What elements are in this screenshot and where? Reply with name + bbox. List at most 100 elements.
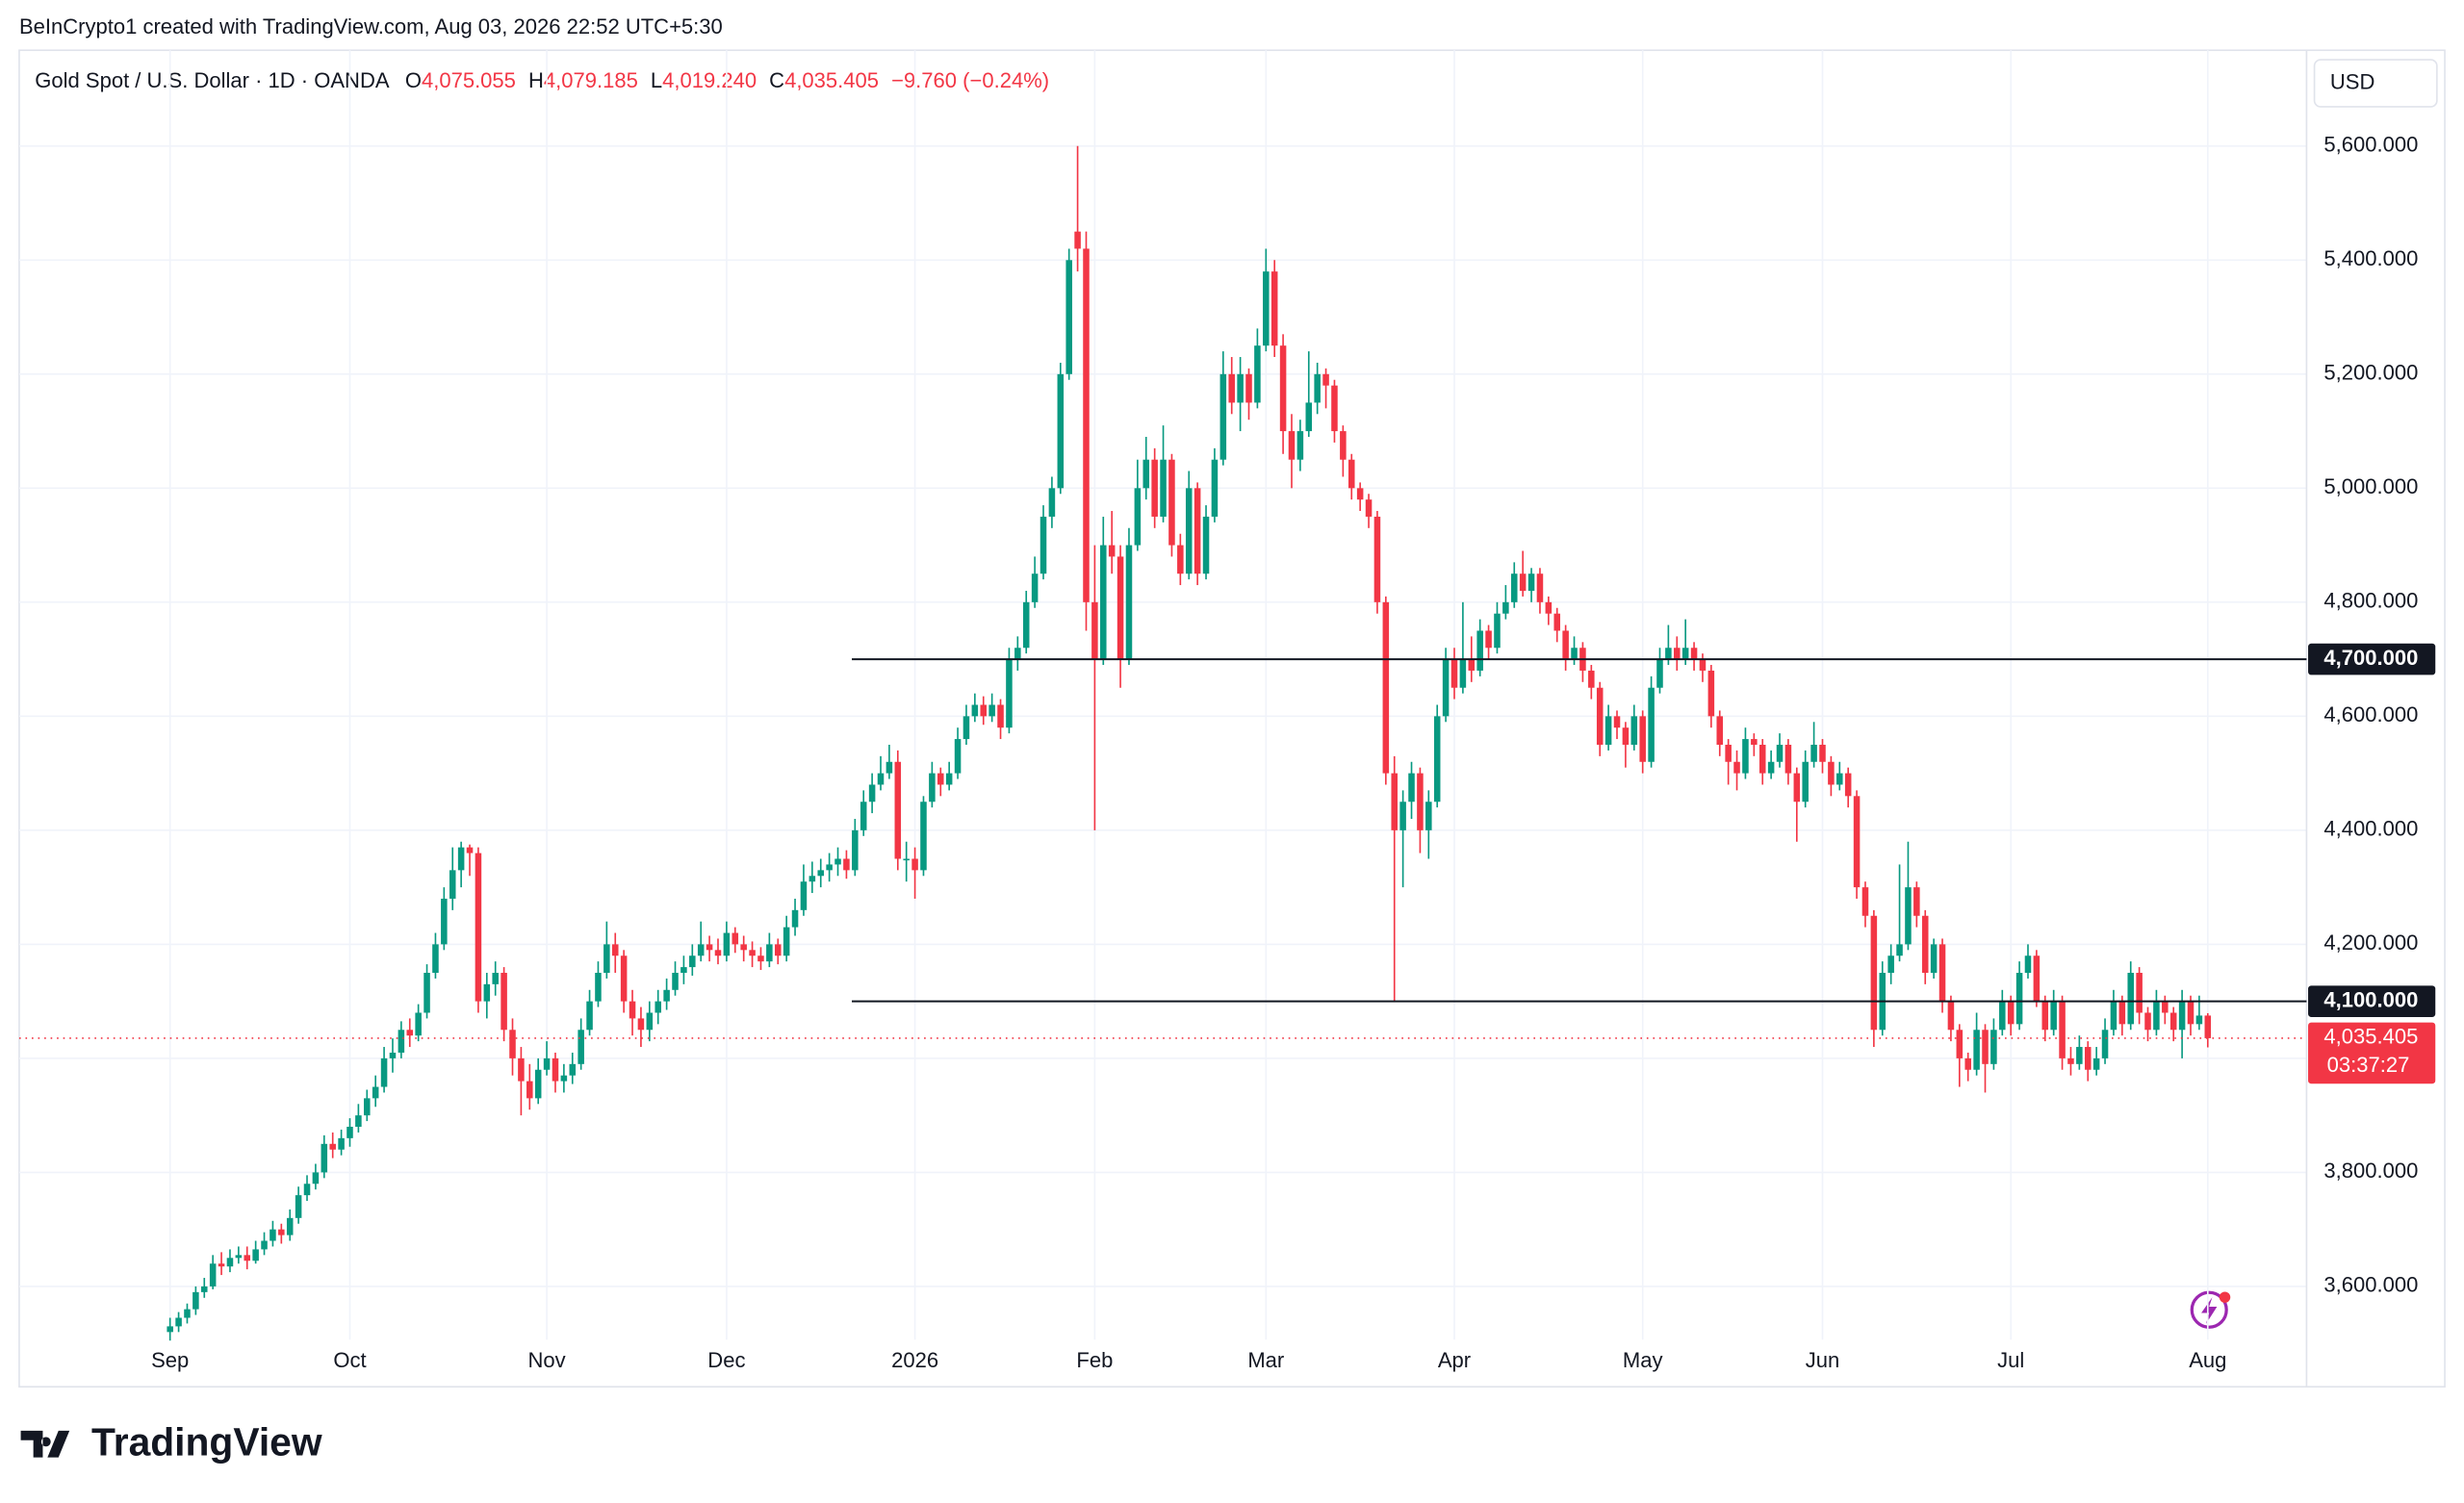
candle-body bbox=[586, 1001, 593, 1031]
candle-body bbox=[1536, 573, 1544, 602]
candle-body bbox=[971, 704, 979, 717]
candle-body bbox=[1237, 373, 1244, 403]
candle-body bbox=[1519, 573, 1527, 591]
candle-body bbox=[1040, 516, 1047, 574]
candle-body bbox=[167, 1326, 173, 1333]
candle-body bbox=[569, 1063, 577, 1076]
candle-body bbox=[774, 944, 782, 956]
candle-body bbox=[1391, 773, 1398, 830]
currency[interactable]: USD bbox=[2330, 69, 2374, 93]
candle-body bbox=[338, 1137, 345, 1150]
currency-button[interactable] bbox=[2313, 59, 2438, 108]
candle-body bbox=[1442, 659, 1450, 717]
candle-body bbox=[834, 858, 841, 865]
last-price-badge bbox=[2308, 1022, 2436, 1084]
ohlc-label: H bbox=[528, 68, 544, 92]
candle-body bbox=[312, 1172, 320, 1185]
candle-body bbox=[2136, 973, 2143, 1013]
candle-body bbox=[1399, 802, 1406, 830]
candle-body bbox=[235, 1255, 243, 1259]
candle-body bbox=[2050, 1001, 2057, 1031]
candle-body bbox=[1340, 431, 1347, 460]
alert-icon[interactable] bbox=[2190, 1290, 2231, 1329]
candle-body bbox=[1006, 659, 1013, 728]
candle-body bbox=[364, 1098, 371, 1116]
y-tick-label: 4,400.000 bbox=[2323, 817, 2418, 841]
candle-body bbox=[1887, 955, 1894, 974]
candle-body bbox=[1408, 773, 1415, 802]
candle-body bbox=[449, 870, 456, 899]
ohlc-label: C bbox=[769, 68, 784, 92]
candle-body bbox=[2101, 1030, 2109, 1058]
attribution: BeInCrypto1 created with TradingView.com… bbox=[19, 14, 723, 38]
candle-body bbox=[697, 944, 705, 956]
candle-body bbox=[244, 1255, 251, 1261]
candle-body bbox=[286, 1217, 294, 1236]
candle-body bbox=[1417, 773, 1424, 830]
candle-body bbox=[646, 1012, 654, 1031]
candle-body bbox=[663, 989, 670, 1002]
candle-body bbox=[1031, 573, 1039, 602]
candle-body bbox=[2162, 1001, 2169, 1013]
candle-body bbox=[654, 1001, 661, 1013]
candle-body bbox=[1964, 1057, 1971, 1070]
candle-body bbox=[1571, 648, 1578, 660]
y-tick-label: 5,400.000 bbox=[2323, 246, 2418, 270]
candle-body bbox=[886, 761, 893, 774]
change: −9.760 (−0.24%) bbox=[891, 68, 1049, 92]
candle-body bbox=[1707, 670, 1715, 717]
candle-body bbox=[2033, 955, 2040, 1002]
candle-body bbox=[877, 773, 885, 785]
y-tick-label: 5,200.000 bbox=[2323, 361, 2418, 385]
candle-body bbox=[1853, 796, 1861, 888]
candle-body bbox=[1665, 648, 1672, 660]
candle-body bbox=[389, 1052, 397, 1058]
candle-body bbox=[1074, 231, 1081, 249]
candle-body bbox=[1502, 601, 1509, 614]
candle-body bbox=[534, 1069, 542, 1099]
candle-body bbox=[1314, 373, 1321, 403]
candle-body bbox=[680, 967, 687, 974]
candle-body bbox=[329, 1143, 336, 1150]
candle-body bbox=[1022, 601, 1030, 649]
candle-body bbox=[1870, 915, 1878, 1031]
candle-body bbox=[483, 983, 491, 1002]
candle-body bbox=[2084, 1047, 2092, 1070]
candle-body bbox=[595, 973, 602, 1002]
chart-frame bbox=[18, 49, 2446, 1388]
candle-body bbox=[1896, 944, 1903, 956]
candle-body bbox=[457, 847, 465, 871]
candle-body bbox=[1828, 761, 1835, 785]
candle-body bbox=[201, 1286, 208, 1292]
candle-body bbox=[466, 847, 474, 853]
candle-body bbox=[637, 1018, 645, 1031]
x-tick-label: Nov bbox=[528, 1348, 566, 1372]
candle-body bbox=[1973, 1030, 1980, 1070]
candle-body bbox=[252, 1249, 259, 1261]
candle-body bbox=[980, 704, 988, 717]
candle-body bbox=[380, 1057, 388, 1087]
candle-body bbox=[1930, 944, 1938, 974]
candle-body bbox=[826, 864, 833, 871]
candle-body bbox=[543, 1057, 551, 1070]
candle-body bbox=[1956, 1030, 1964, 1058]
candle-body bbox=[1938, 944, 1946, 1002]
candle-body bbox=[295, 1195, 302, 1218]
y-tick-label: 4,600.000 bbox=[2323, 702, 2418, 726]
candle-body bbox=[346, 1127, 353, 1138]
candle-body bbox=[1861, 887, 1869, 916]
candle-body bbox=[1784, 744, 1792, 774]
candle-body bbox=[278, 1229, 285, 1236]
candle-body bbox=[817, 870, 824, 877]
candle-body bbox=[1322, 373, 1329, 386]
candle-body bbox=[1999, 1001, 2006, 1031]
candle-body bbox=[355, 1115, 362, 1128]
candle-body bbox=[1245, 373, 1252, 403]
candle-body bbox=[2015, 973, 2023, 1025]
x-tick-label: Aug bbox=[2189, 1348, 2226, 1372]
candle-body bbox=[800, 881, 808, 910]
candle-body bbox=[843, 858, 850, 871]
candle-body bbox=[1990, 1030, 1997, 1064]
candle-body bbox=[2076, 1047, 2083, 1064]
